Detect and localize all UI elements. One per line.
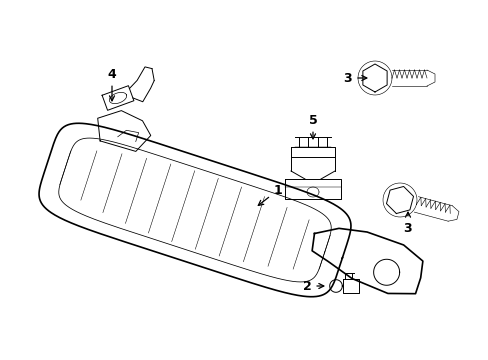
Text: 3: 3 bbox=[343, 72, 366, 85]
Text: 1: 1 bbox=[258, 184, 282, 206]
Text: 5: 5 bbox=[308, 113, 317, 139]
Text: 4: 4 bbox=[107, 68, 116, 101]
Text: 2: 2 bbox=[302, 279, 323, 292]
Text: 3: 3 bbox=[403, 212, 411, 234]
